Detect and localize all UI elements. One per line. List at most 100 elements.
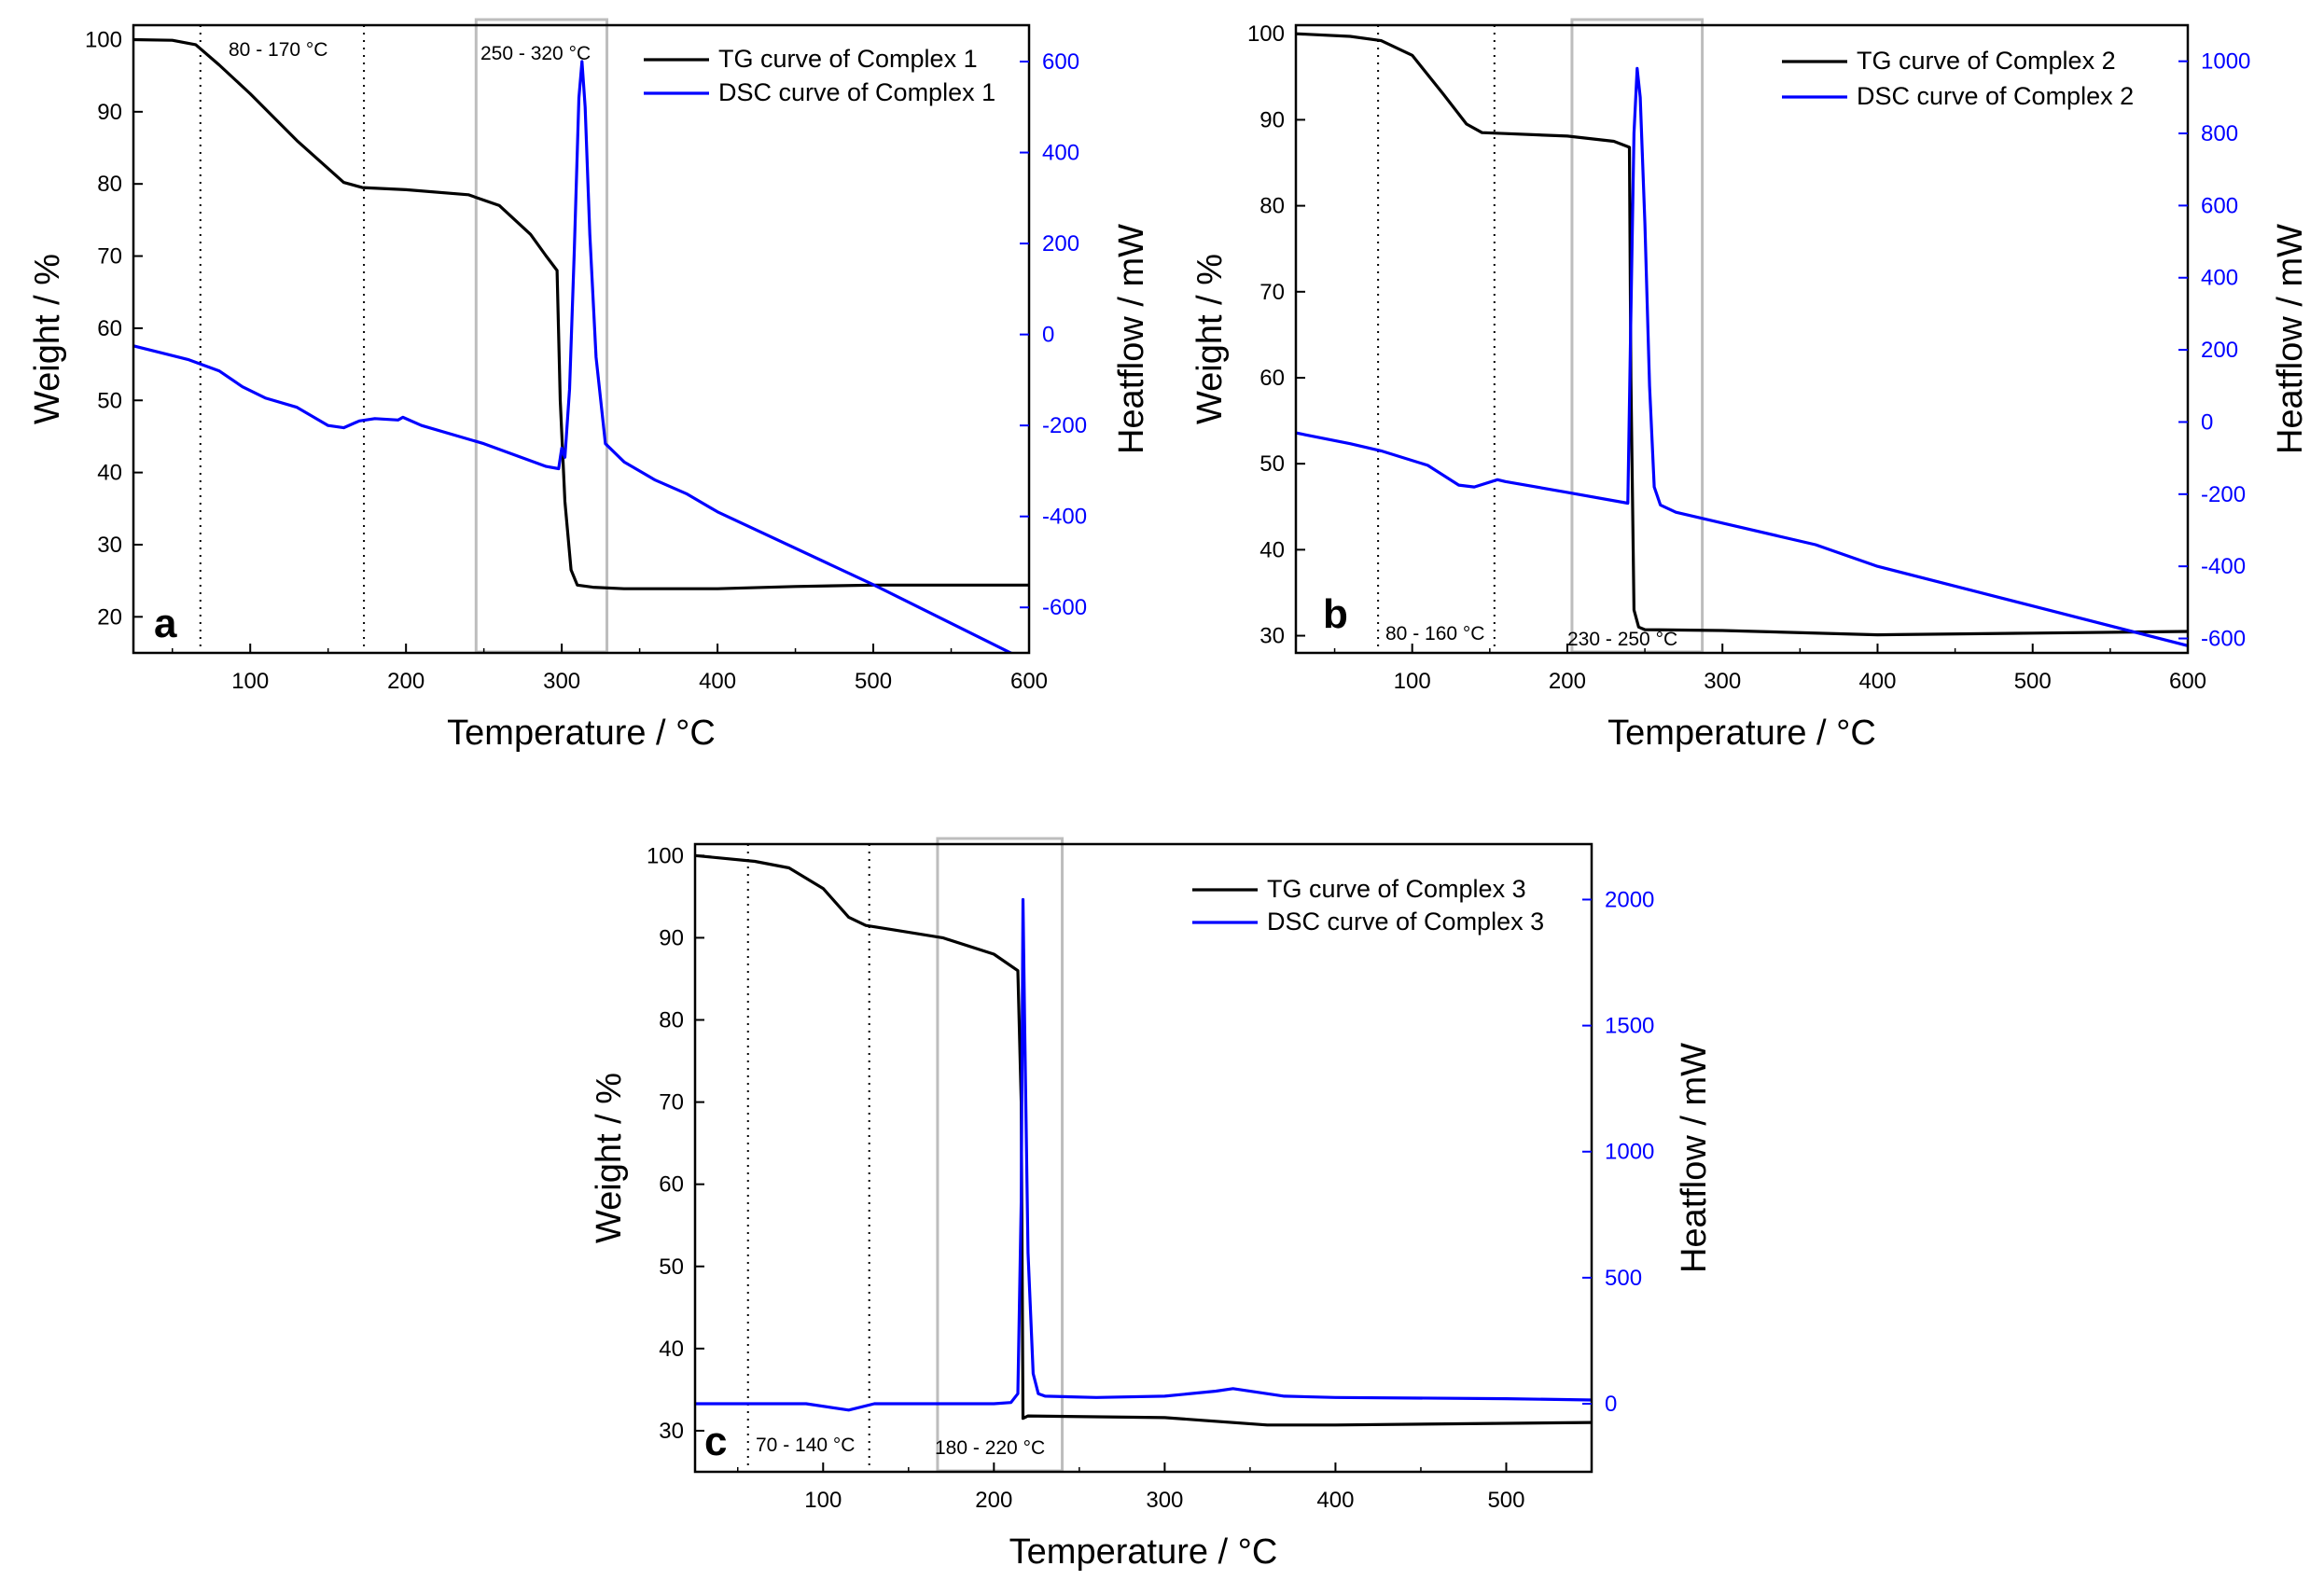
x-tick-label: 200: [1549, 669, 1586, 694]
dsc-curve-line: [1296, 66, 2188, 647]
x-tick-label: 600: [2169, 669, 2206, 694]
y-right-tick-label: -400: [2201, 554, 2246, 579]
range-box: [1570, 18, 1705, 654]
plot-frame: [693, 842, 1593, 1474]
y-right-axis-label: Heatflow / mW: [2271, 224, 2310, 454]
y-left-tick-label: 40: [97, 461, 122, 486]
y-left-tick-label: 30: [659, 1419, 684, 1444]
chart-panel-c: 100 200 300 400 5003040506070809010005001000…: [590, 837, 1714, 1572]
panel-letter: b: [1323, 591, 1348, 637]
legend-entry-dsc: DSC curve of Complex 1: [718, 78, 995, 106]
dsc-curve-line: [133, 60, 1014, 653]
legend-entry-dsc: DSC curve of Complex 2: [1857, 82, 2134, 110]
y-left-tick-label: 70: [659, 1090, 684, 1116]
y-left-tick-label: 80: [1259, 194, 1285, 219]
panel-letter: c: [704, 1419, 727, 1464]
chart-panel-a: 100 200 300 400 500 600 20 30 40 50 60 70 80 90 100 -60…: [28, 18, 1151, 753]
y-left-tick-label: 30: [1259, 624, 1285, 649]
x-tick-label: 600: [1010, 669, 1048, 694]
y-right-axis-label: Heatflow / mW: [1112, 224, 1151, 454]
y-left-tick-label: 80: [659, 1008, 684, 1033]
y-left-axis-label: Weight / %: [1190, 254, 1230, 424]
y-right-tick-label: 400: [1042, 141, 1079, 166]
x-tick-label: 200: [387, 669, 424, 694]
y-right-tick-label: -200: [2201, 482, 2246, 507]
plot-frame: [1294, 23, 2190, 655]
y-right-tick-label: 0: [2201, 409, 2213, 435]
x-tick-label: 500: [2014, 669, 2052, 694]
legend-entry-tg: TG curve of Complex 3: [1267, 875, 1526, 903]
y-right-tick-label: 600: [2201, 193, 2238, 218]
range-box: [936, 837, 1065, 1473]
y-right-tick-label: 800: [2201, 121, 2238, 146]
x-tick-label: 400: [699, 669, 736, 694]
x-axis-label: Temperature / °C: [1607, 714, 1876, 753]
plot-frame: [132, 23, 1031, 655]
x-tick-label: 100: [1394, 669, 1431, 694]
y-left-tick-label: 70: [97, 244, 122, 270]
range-box-label: 180 - 220 °C: [935, 1437, 1045, 1459]
x-tick-label: 200: [975, 1488, 1012, 1513]
y-right-tick-label: 1500: [1605, 1014, 1654, 1039]
tg-curve-line: [695, 853, 1592, 1427]
x-tick-label: 100: [804, 1488, 842, 1513]
dotted-range-label: 80 - 160 °C: [1385, 623, 1484, 645]
legend-entry-tg: TG curve of Complex 2: [1857, 47, 2116, 75]
y-right-axis-label: Heatflow / mW: [1675, 1043, 1714, 1273]
y-left-tick-label: 40: [659, 1337, 684, 1362]
y-left-tick-label: 60: [1259, 366, 1285, 391]
y-left-tick-label: 90: [1259, 107, 1285, 132]
y-left-tick-label: 60: [97, 316, 122, 341]
tg-curve-line: [133, 37, 1029, 590]
y-left-axis-label: Weight / %: [590, 1073, 629, 1243]
y-left-tick-label: 100: [1247, 21, 1285, 47]
y-left-tick-label: 90: [659, 925, 684, 950]
dsc-curve-line: [695, 897, 1592, 1412]
x-axis-label: Temperature / °C: [1009, 1532, 1278, 1572]
y-right-tick-label: 200: [1042, 231, 1079, 256]
x-tick-label: 300: [1704, 669, 1741, 694]
y-left-tick-label: 30: [97, 533, 122, 558]
y-left-axis-label: Weight / %: [28, 254, 67, 424]
x-tick-label: 400: [1858, 669, 1896, 694]
x-tick-label: 100: [231, 669, 269, 694]
y-right-tick-label: 400: [2201, 266, 2238, 291]
y-left-tick-label: 50: [659, 1254, 684, 1280]
y-right-tick-label: 2000: [1605, 887, 1654, 912]
x-tick-label: 500: [1487, 1488, 1524, 1513]
y-left-tick-label: 60: [659, 1172, 684, 1198]
x-axis-label: Temperature / °C: [447, 714, 716, 753]
y-left-tick-label: 90: [97, 100, 122, 125]
y-right-tick-label: 600: [1042, 49, 1079, 75]
x-tick-label: 300: [1146, 1488, 1183, 1513]
y-right-tick-label: 1000: [2201, 49, 2250, 75]
dotted-range-label: 70 - 140 °C: [756, 1435, 855, 1456]
y-left-tick-label: 20: [97, 604, 122, 630]
y-right-tick-label: 500: [1605, 1266, 1642, 1291]
range-box-label: 250 - 320 °C: [480, 43, 591, 64]
y-right-tick-label: 0: [1042, 323, 1054, 348]
y-left-tick-label: 40: [1259, 537, 1285, 562]
panel-letter: a: [154, 601, 177, 646]
dotted-range-label: 80 - 170 °C: [229, 39, 327, 61]
y-left-tick-label: 100: [647, 843, 684, 868]
y-right-tick-label: -600: [1042, 595, 1087, 620]
y-left-tick-label: 50: [97, 388, 122, 413]
legend-entry-tg: TG curve of Complex 1: [718, 45, 978, 73]
y-right-tick-label: -200: [1042, 413, 1087, 438]
y-right-tick-label: -400: [1042, 505, 1087, 530]
range-box: [474, 18, 609, 654]
range-box-label: 230 - 250 °C: [1567, 629, 1677, 650]
y-right-tick-label: 0: [1605, 1392, 1617, 1417]
legend-entry-dsc: DSC curve of Complex 3: [1267, 908, 1544, 936]
x-tick-label: 400: [1316, 1488, 1354, 1513]
y-left-tick-label: 100: [85, 27, 122, 52]
y-right-tick-label: -600: [2201, 627, 2246, 652]
y-left-tick-label: 50: [1259, 451, 1285, 477]
y-right-tick-label: 200: [2201, 338, 2238, 363]
chart-panel-b: 100 200 300 400 500 600 30 40 50 60 70 80 90 100 -600 -…: [1190, 18, 2310, 753]
y-left-tick-label: 80: [97, 172, 122, 197]
y-right-tick-label: 1000: [1605, 1140, 1654, 1165]
x-tick-label: 300: [543, 669, 580, 694]
